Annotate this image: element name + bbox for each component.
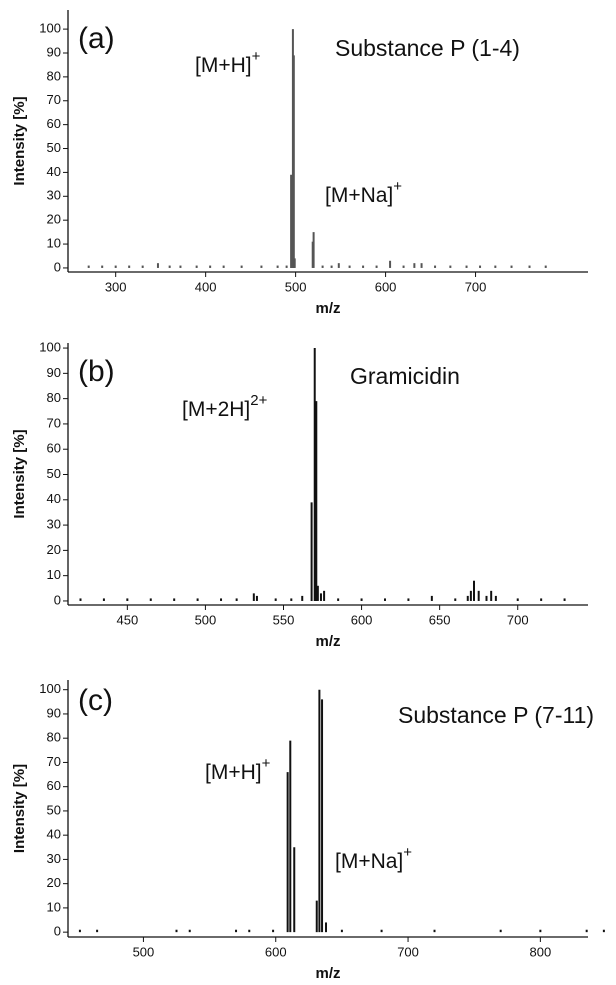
y-tick-label: 80 (47, 730, 61, 745)
x-tick-label: 500 (195, 612, 217, 627)
x-tick-label: 650 (429, 612, 451, 627)
x-tick-label: 600 (265, 944, 287, 959)
compound-name: Substance P (1-4) (335, 35, 520, 61)
y-tick-label: 60 (47, 778, 61, 793)
y-tick-label: 0 (54, 259, 61, 274)
compound-name: Substance P (7-11) (398, 702, 594, 728)
y-tick-label: 100 (39, 21, 61, 36)
y-tick-label: 30 (47, 188, 61, 203)
x-tick-label: 450 (116, 612, 138, 627)
y-tick-label: 60 (47, 441, 61, 456)
panel-label: (a) (78, 22, 115, 55)
y-tick-label: 40 (47, 164, 61, 179)
ion-charge: + (252, 48, 261, 65)
y-tick-label: 70 (47, 415, 61, 430)
y-tick-label: 20 (47, 875, 61, 890)
y-tick-label: 30 (47, 517, 61, 532)
x-axis-label: m/z (315, 965, 340, 982)
x-tick-label: 700 (465, 279, 487, 294)
x-tick-label: 600 (375, 279, 397, 294)
ion-formula: [M+H] (205, 761, 262, 784)
x-axis-label: m/z (315, 300, 340, 317)
y-tick-label: 90 (47, 365, 61, 380)
x-tick-label: 600 (351, 612, 373, 627)
x-tick-label: 300 (105, 279, 127, 294)
y-tick-label: 70 (47, 754, 61, 769)
y-tick-label: 90 (47, 705, 61, 720)
y-tick-label: 100 (39, 339, 61, 354)
ion-charge: + (393, 178, 402, 195)
y-tick-label: 100 (39, 681, 61, 696)
y-tick-label: 80 (47, 68, 61, 83)
ion-label: [M+Na]+ (325, 178, 402, 207)
y-tick-label: 10 (47, 235, 61, 250)
y-tick-label: 20 (47, 212, 61, 227)
y-tick-label: 50 (47, 802, 61, 817)
y-tick-label: 40 (47, 827, 61, 842)
y-tick-label: 40 (47, 491, 61, 506)
x-axis-label: m/z (315, 633, 340, 650)
y-axis-label: Intensity [%] (11, 764, 28, 853)
y-tick-label: 30 (47, 851, 61, 866)
y-axis-label: Intensity [%] (11, 429, 28, 518)
x-tick-label: 700 (397, 944, 419, 959)
ion-charge: 2+ (250, 392, 267, 409)
x-tick-label: 400 (195, 279, 217, 294)
x-tick-label: 500 (133, 944, 155, 959)
y-tick-label: 80 (47, 390, 61, 405)
x-tick-label: 700 (507, 612, 529, 627)
x-tick-label: 550 (273, 612, 295, 627)
ion-formula: [M+H] (195, 54, 252, 77)
ion-label: [M+H]+ (205, 755, 271, 784)
ion-label: [M+H]+ (195, 48, 261, 77)
y-tick-label: 0 (54, 924, 61, 939)
y-tick-label: 90 (47, 44, 61, 59)
y-tick-label: 50 (47, 466, 61, 481)
ion-charge: + (403, 844, 412, 861)
ion-formula: [M+Na] (325, 184, 393, 207)
y-tick-label: 10 (47, 899, 61, 914)
ion-label: [M+2H]2+ (182, 392, 268, 421)
ion-charge: + (262, 755, 271, 772)
y-tick-label: 10 (47, 567, 61, 582)
y-tick-label: 60 (47, 116, 61, 131)
y-tick-label: 70 (47, 92, 61, 107)
compound-name: Gramicidin (350, 363, 460, 389)
ion-formula: [M+Na] (335, 850, 403, 873)
x-tick-label: 500 (285, 279, 307, 294)
y-axis-label: Intensity [%] (11, 96, 28, 185)
y-tick-label: 20 (47, 542, 61, 557)
ion-label: [M+Na]+ (335, 844, 412, 873)
y-tick-label: 0 (54, 592, 61, 607)
panel-label: (c) (78, 684, 113, 717)
ion-formula: [M+2H] (182, 398, 250, 421)
x-tick-label: 800 (530, 944, 552, 959)
y-tick-label: 50 (47, 140, 61, 155)
panel-label: (b) (78, 355, 115, 388)
